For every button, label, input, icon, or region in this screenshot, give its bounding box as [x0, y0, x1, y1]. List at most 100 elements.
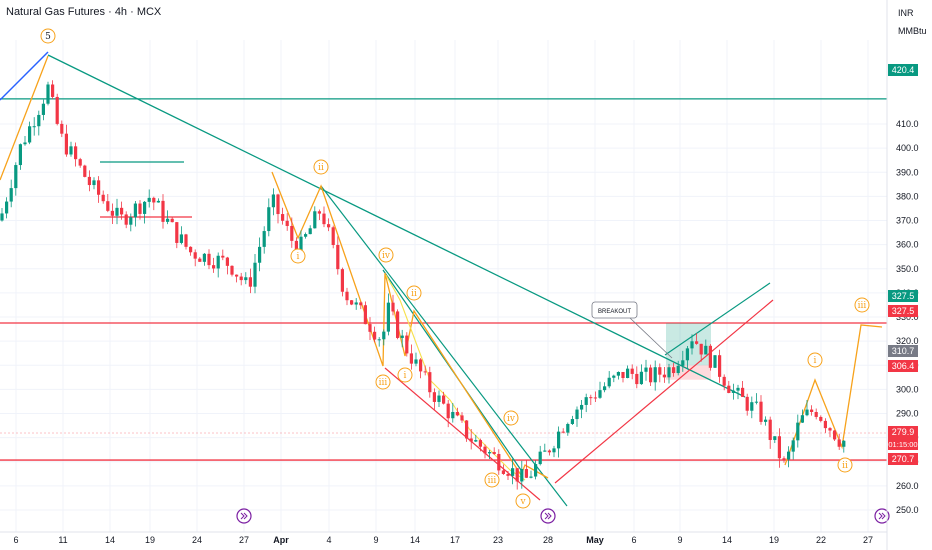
candle-body [538, 451, 542, 465]
price-axis: 250.0260.0270.0280.0290.0300.0310.0320.0… [886, 0, 919, 550]
candle-body [644, 367, 648, 372]
candle-body [524, 469, 528, 478]
candle-body [552, 448, 556, 453]
candle-body [823, 420, 827, 429]
candle-body [607, 377, 611, 387]
candle-body [695, 341, 699, 344]
candle-body [175, 222, 179, 243]
candle-body [727, 385, 731, 393]
time-tick-label: 14 [105, 535, 115, 545]
candle-body [589, 397, 593, 399]
price-badge [888, 290, 918, 302]
candle-body [534, 464, 538, 477]
wave-label: v [519, 497, 526, 507]
time-tick-label: 9 [373, 535, 378, 545]
price-badge-label: 306.4 [892, 361, 915, 371]
candle-body [147, 197, 151, 202]
candle-body [704, 345, 708, 355]
candle-body [115, 207, 119, 216]
candle-body [561, 431, 565, 433]
candle-body [221, 255, 225, 258]
candle-body [446, 403, 450, 419]
unit-selector[interactable]: INR MMBtu [888, 4, 932, 40]
currency-label[interactable]: INR [898, 8, 914, 18]
candle-body [281, 214, 285, 221]
candle-body [248, 277, 252, 287]
candle-body [18, 144, 22, 166]
price-tick-label: 400.0 [896, 143, 919, 153]
candle-body [460, 415, 464, 421]
candle-body [396, 311, 400, 338]
candle-body [106, 201, 110, 211]
wave-label: i [814, 356, 817, 366]
wave-label: iii [858, 301, 867, 311]
candle-body [451, 411, 455, 419]
candle-body [235, 274, 239, 277]
candle-body [722, 376, 726, 386]
candle-body [14, 165, 18, 189]
candle-body [672, 367, 676, 374]
price-badge-label: 279.9 [892, 427, 915, 437]
quantity-label[interactable]: MMBtu [898, 26, 927, 36]
candle-body [814, 412, 818, 417]
candle-body [64, 133, 68, 155]
candle-body [478, 440, 482, 447]
candle-body [83, 165, 87, 177]
price-badge-label: 270.7 [892, 454, 915, 464]
candle-body [207, 253, 211, 266]
candle-body [350, 300, 354, 305]
candle-body [777, 436, 781, 459]
candle-body [51, 84, 55, 97]
candle-body [225, 257, 229, 266]
price-tick-label: 350.0 [896, 264, 919, 274]
candle-body [782, 458, 786, 460]
candle-body [520, 469, 524, 482]
candle-body [55, 96, 59, 124]
candle-body [414, 359, 418, 364]
candle-body [120, 207, 124, 215]
candle-body [41, 103, 45, 115]
wave-label: i [297, 252, 300, 262]
candle-body [584, 397, 588, 405]
jump-arrow-glyph [240, 512, 248, 520]
jump-arrow-glyph [544, 512, 552, 520]
breakout-pointer [629, 317, 673, 359]
candle-body [327, 224, 331, 228]
candle-body [653, 367, 657, 383]
candle-body [768, 419, 772, 440]
candle-body [833, 430, 837, 440]
price-tick-label: 250.0 [896, 505, 919, 515]
time-tick-label: 11 [58, 535, 67, 545]
candle-body [800, 415, 804, 423]
candle-body [603, 386, 607, 391]
candle-body [492, 452, 496, 454]
jump-arrow-glyph [878, 512, 886, 520]
candle-body [354, 302, 358, 305]
candle-body [152, 197, 156, 203]
candle-body [626, 368, 630, 379]
candle-body [304, 234, 308, 237]
candle-body [230, 265, 234, 275]
candle-body [322, 213, 326, 225]
candle-body [285, 220, 289, 226]
time-tick-label: 14 [722, 535, 732, 545]
downtrend-line [47, 54, 746, 398]
price-badge [888, 438, 918, 450]
wave-marker [40, 28, 56, 44]
wave-marker [837, 457, 853, 473]
candle-body [662, 374, 666, 378]
wave-label: iv [507, 414, 516, 424]
candle-body [5, 201, 9, 214]
candle-body [161, 200, 165, 222]
candle-body [764, 419, 768, 422]
candle-body [216, 255, 220, 269]
candle-body [317, 211, 321, 214]
wave-label: iii [379, 378, 388, 388]
candle-body [649, 367, 653, 383]
candle-body [110, 210, 114, 216]
candle-body [842, 440, 846, 447]
candle-body [74, 146, 78, 160]
candle-body [170, 218, 174, 223]
wave-marker [406, 285, 422, 301]
